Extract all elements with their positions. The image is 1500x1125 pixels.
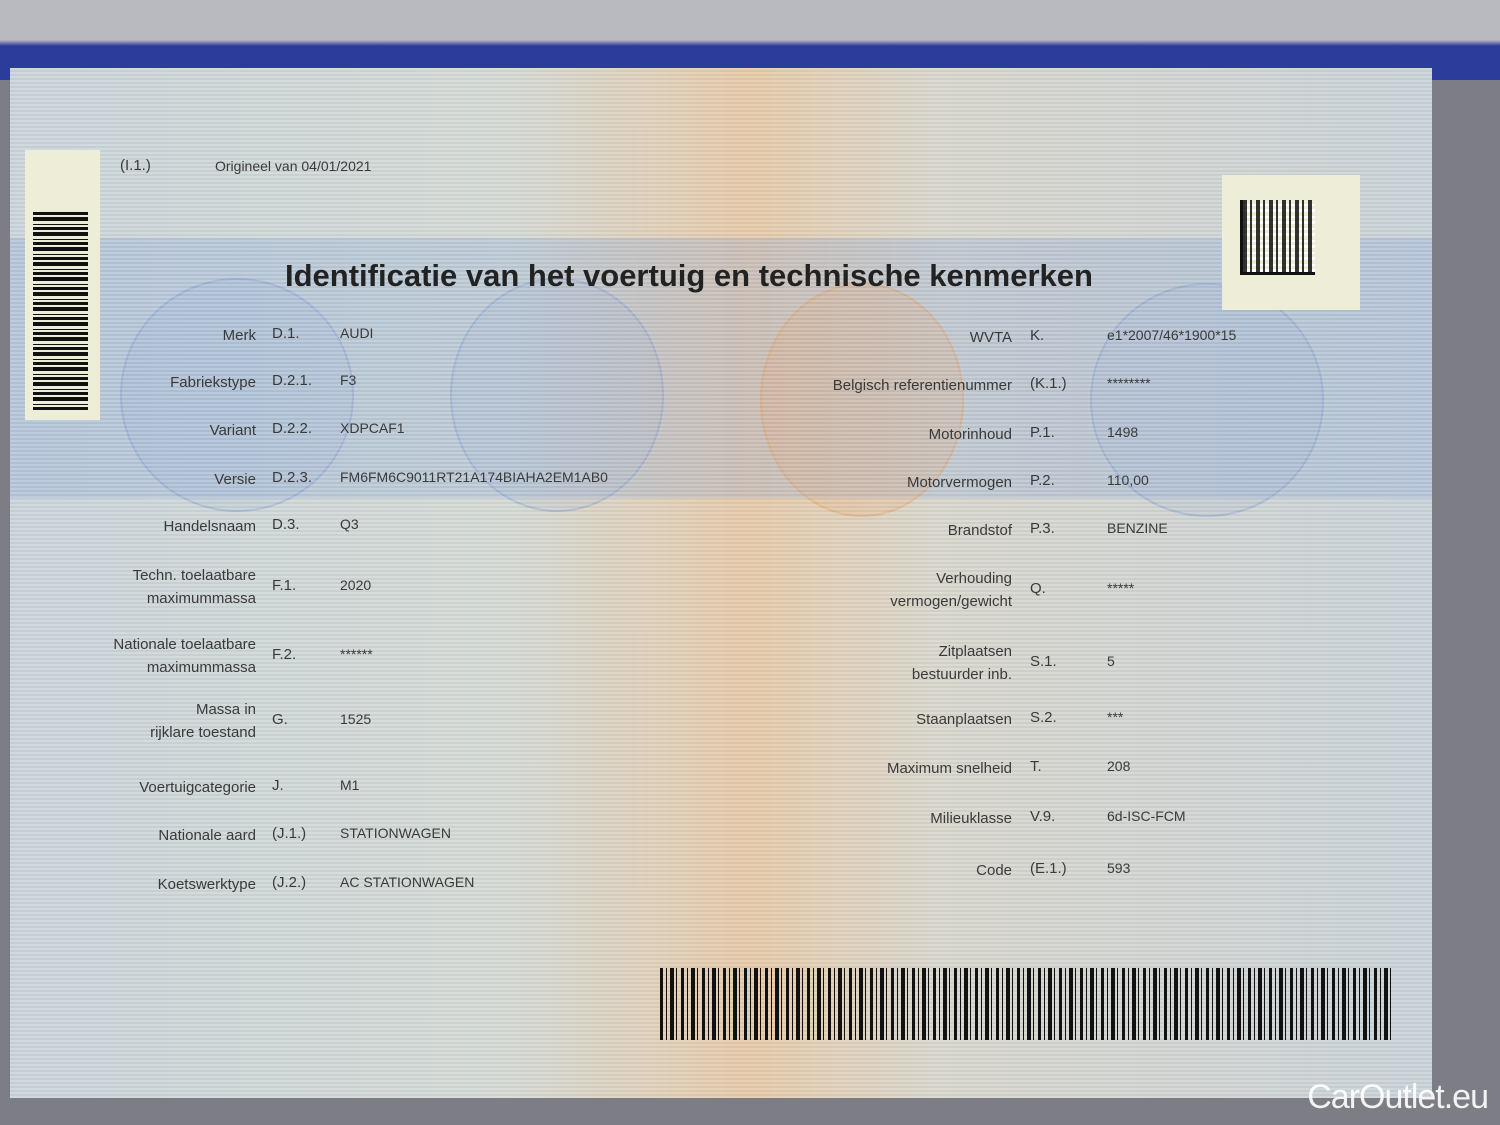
field-value: 2020 <box>340 577 372 593</box>
field-value: ****** <box>340 646 373 662</box>
field-value: 1498 <box>1107 424 1139 440</box>
field-label: Handelsnaam <box>163 518 256 535</box>
field-code: (J.1.) <box>272 825 307 842</box>
field-label: Merk <box>222 327 256 344</box>
page-title: Identificatie van het voertuig en techni… <box>285 258 1093 293</box>
field-value: 593 <box>1107 860 1131 876</box>
field-label: Staanplaatsen <box>916 711 1012 728</box>
document-ref-code: (I.1.) <box>120 157 151 174</box>
field-label: Verhouding vermogen/gewicht <box>890 570 1012 610</box>
field-label: Motorvermogen <box>906 474 1012 491</box>
field-value: AC STATIONWAGEN <box>340 874 475 890</box>
field-label: Brandstof <box>947 522 1012 539</box>
field-code: (E.1.) <box>1030 860 1067 877</box>
field-value: e1*2007/46*1900*15 <box>1107 327 1237 343</box>
field-value: 1525 <box>340 711 372 727</box>
field-value: 5 <box>1107 653 1115 669</box>
original-date: Origineel van 04/01/2021 <box>215 158 372 174</box>
field-code: D.3. <box>272 516 300 533</box>
field-value: F3 <box>340 372 357 388</box>
field-value: XDPCAF1 <box>340 420 405 436</box>
field-label: Milieuklasse <box>930 810 1012 827</box>
field-code: D.2.2. <box>272 420 313 437</box>
field-code: D.2.1. <box>272 372 313 389</box>
field-label: Koetswerktype <box>157 876 256 893</box>
datamatrix-icon <box>1240 200 1315 275</box>
field-value: ******** <box>1107 375 1151 391</box>
field-code: K. <box>1030 327 1045 344</box>
field-value: ***** <box>1107 580 1135 596</box>
field-label: Belgisch referentienummer <box>832 377 1012 394</box>
field-label: WVTA <box>969 329 1012 346</box>
field-value: 6d-ISC-FCM <box>1107 808 1186 824</box>
field-code: P.2. <box>1030 472 1055 489</box>
field-code: F.1. <box>272 577 297 594</box>
background-top-band <box>0 0 1500 80</box>
field-label: Variant <box>209 422 256 439</box>
field-label: Motorinhoud <box>928 426 1012 443</box>
barcode-icon <box>660 968 1395 1040</box>
field-label: Fabriekstype <box>170 374 256 391</box>
field-label: Techn. toelaatbare maximummassa <box>132 567 256 607</box>
field-value: 208 <box>1107 758 1131 774</box>
field-code: G. <box>272 711 288 728</box>
field-code: (J.2.) <box>272 874 307 891</box>
field-label: Maximum snelheid <box>886 760 1012 777</box>
field-label: Voertuigcategorie <box>139 779 256 796</box>
field-label: Massa in rijklare toestand <box>150 701 256 741</box>
field-value: BENZINE <box>1107 520 1168 536</box>
watermark-logo: CarOutlet.eu <box>1307 1078 1489 1116</box>
field-code: T. <box>1030 758 1042 775</box>
field-code: D.2.3. <box>272 469 313 486</box>
field-value: AUDI <box>340 325 374 341</box>
field-code: Q. <box>1030 580 1046 597</box>
field-code: P.1. <box>1030 424 1055 441</box>
field-code: J. <box>272 777 284 794</box>
barcode-icon <box>33 210 88 410</box>
field-label: Nationale aard <box>158 827 256 844</box>
field-label: Nationale toelaatbare maximummassa <box>113 636 256 676</box>
field-value: *** <box>1107 709 1124 725</box>
field-code: S.2. <box>1030 709 1057 726</box>
field-value: 110,00 <box>1107 472 1149 488</box>
field-label: Code <box>976 862 1012 879</box>
field-label: Versie <box>214 471 256 488</box>
field-label: Zitplaatsen bestuurder inb. <box>911 643 1012 683</box>
field-code: P.3. <box>1030 520 1055 537</box>
field-code: V.9. <box>1030 808 1056 825</box>
field-value: FM6FM6C9011RT21A174BIAHA2EM1AB0 <box>340 469 608 485</box>
field-value: Q3 <box>340 516 359 532</box>
field-code: D.1. <box>272 325 300 342</box>
field-value: M1 <box>340 777 360 793</box>
registration-document <box>10 68 1432 1098</box>
field-code: (K.1.) <box>1030 375 1067 392</box>
field-code: S.1. <box>1030 653 1057 670</box>
field-code: F.2. <box>272 646 297 663</box>
field-value: STATIONWAGEN <box>340 825 451 841</box>
